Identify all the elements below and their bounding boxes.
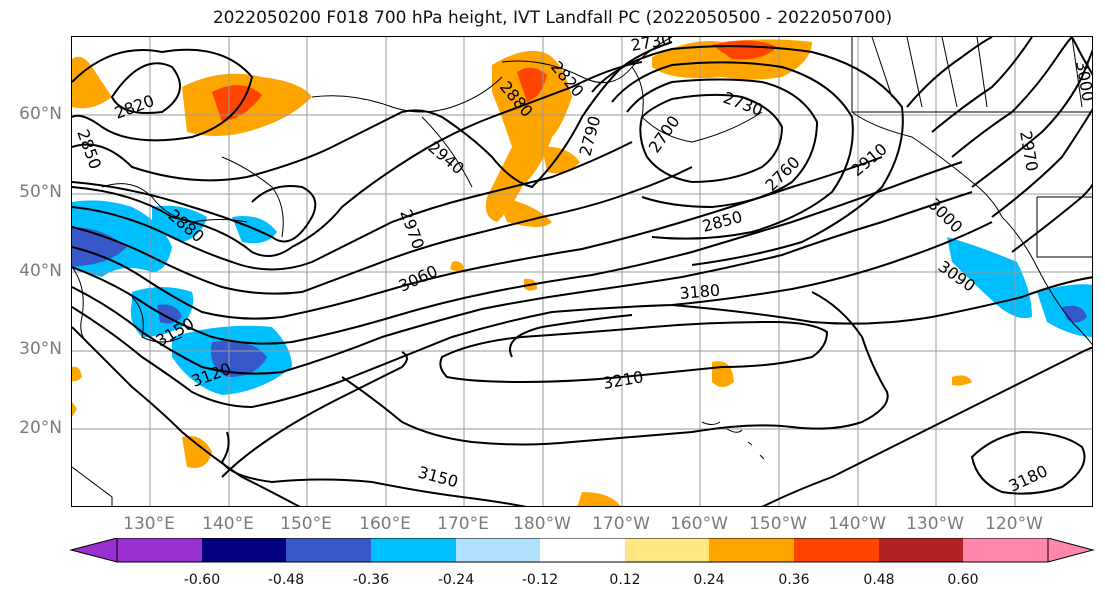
map-canvas: 2820 2850 2880 2820 2880 2790 2730 2730 … — [72, 37, 1093, 506]
colorbar-tick-neg012: -0.12 — [521, 572, 559, 588]
contour-label-3150-bottom: 3150 — [416, 463, 460, 492]
colorbar-extend-high — [1047, 538, 1095, 563]
height-contours — [72, 37, 1092, 506]
contour-label-3000-ne: 3000 — [1072, 59, 1093, 102]
colorbar-extend-low — [69, 538, 118, 563]
lon-label-130w: 130°W — [906, 514, 964, 534]
graticule — [72, 37, 1092, 506]
colorbar-tick-neg060: -0.60 — [183, 572, 221, 588]
colorbar-tick-pos048: 0.48 — [863, 572, 895, 588]
lon-label-170e: 170°E — [437, 514, 489, 534]
lat-label-60n: 60°N — [19, 104, 62, 124]
contour-label-3210: 3210 — [601, 367, 644, 393]
lon-label-170w: 170°W — [592, 514, 650, 534]
lon-label-120w: 120°W — [985, 514, 1043, 534]
colorbar-tick-neg048: -0.48 — [267, 572, 305, 588]
colorbar-segment — [117, 538, 202, 562]
map-title: 2022050200 F018 700 hPa height, IVT Land… — [212, 8, 893, 28]
contour-label-2850: 2850 — [700, 207, 744, 236]
lon-label-160e: 160°E — [359, 514, 411, 534]
coastlines — [72, 37, 1092, 506]
colorbar-segment — [625, 538, 709, 562]
contour-label-2910: 2910 — [847, 139, 890, 180]
ivt-negative-shading — [72, 200, 1092, 395]
lon-label-150w: 150°W — [749, 514, 807, 534]
contour-label-2940: 2940 — [424, 138, 467, 179]
colorbar-segment — [456, 538, 540, 562]
colorbar-segment — [709, 538, 794, 562]
colorbar-segment — [286, 538, 371, 562]
colorbar-tick-pos036: 0.36 — [778, 572, 810, 588]
colorbar-segment — [202, 538, 286, 562]
lon-label-180w: 180°W — [513, 514, 571, 534]
lon-label-140w: 140°W — [828, 514, 886, 534]
colorbar-tick-neg036: -0.36 — [352, 572, 390, 588]
contour-label-3000: 3000 — [924, 194, 966, 236]
ivt-positive-shading — [72, 39, 972, 506]
contour-label-2700: 2700 — [645, 112, 684, 156]
colorbar-tick-neg024: -0.24 — [437, 572, 475, 588]
colorbar-segment — [540, 538, 625, 562]
map-panel: 2820 2850 2880 2820 2880 2790 2730 2730 … — [71, 36, 1093, 507]
lon-label-150e: 150°E — [280, 514, 332, 534]
colorbar-tick-pos060: 0.60 — [947, 572, 979, 588]
lat-label-40n: 40°N — [19, 261, 62, 281]
colorbar-segment — [371, 538, 456, 562]
colorbar-segment — [879, 538, 963, 562]
contour-label-2850-west: 2850 — [73, 127, 105, 172]
colorbar — [69, 538, 1095, 563]
contour-label-2970: 2970 — [396, 207, 428, 252]
lon-label-130e: 130°E — [123, 514, 175, 534]
colorbar-segment — [963, 538, 1048, 562]
colorbar-segment — [794, 538, 879, 562]
colorbar-tick-pos024: 0.24 — [693, 572, 725, 588]
lat-label-50n: 50°N — [19, 182, 62, 202]
contour-label-3180-east: 3180 — [1006, 461, 1051, 495]
colorbar-outline — [116, 538, 1049, 563]
lat-label-30n: 30°N — [19, 339, 62, 359]
lat-label-20n: 20°N — [19, 418, 62, 438]
lon-label-140e: 140°E — [202, 514, 254, 534]
contour-label-3180-mid: 3180 — [679, 281, 721, 303]
contour-label-3060: 3060 — [396, 261, 441, 295]
lon-label-160w: 160°W — [670, 514, 728, 534]
colorbar-tick-pos012: 0.12 — [609, 572, 641, 588]
